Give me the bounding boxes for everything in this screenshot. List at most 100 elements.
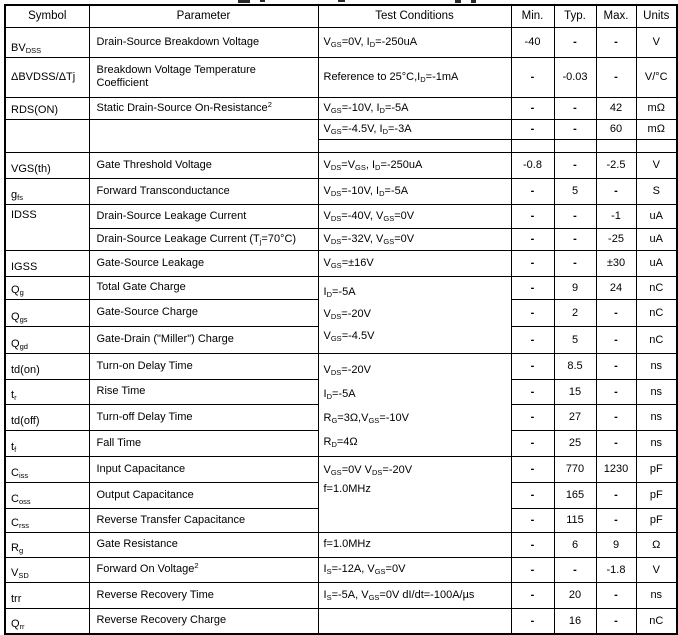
table-row: gfs Forward Transconductance VDS=-10V, I…: [4, 177, 678, 205]
column-header-parameter: Parameter: [88, 4, 319, 28]
cell-units: pF: [635, 481, 678, 509]
cell-conditions: VDS=VGS, ID=-250uA: [317, 151, 512, 179]
cell-min: -: [510, 118, 555, 140]
cell-min: -: [510, 227, 555, 251]
cell-conditions: ID=-5A VDS=-20V VGS=-4.5V: [317, 275, 512, 354]
table-row: tf Fall Time - 25 - ns: [4, 429, 678, 457]
cell-units: V: [635, 26, 678, 58]
cell-max: -1.8: [595, 556, 637, 583]
table-row: Coss Output Capacitance - 165 - pF: [4, 481, 678, 509]
cell-symbol: tr: [4, 378, 90, 405]
cell-min: -: [510, 531, 555, 558]
cell-parameter: Reverse Transfer Capacitance: [88, 507, 319, 533]
cell-typ: 27: [553, 403, 597, 431]
column-header-symbol: Symbol: [4, 4, 90, 28]
table-row: Crss Reverse Transfer Capacitance - 115 …: [4, 507, 678, 533]
cell-max: 60: [595, 118, 637, 140]
cell-symbol: BVDSS: [4, 26, 90, 58]
cell-max: -: [595, 481, 637, 509]
header-row: Symbol Parameter Test Conditions Min. Ty…: [4, 4, 678, 28]
cell-conditions-empty: [317, 138, 512, 153]
column-header-test-conditions: Test Conditions: [317, 4, 512, 28]
cell-typ: 5: [553, 325, 597, 354]
cell-typ: 5: [553, 177, 597, 205]
cell-units: pF: [635, 455, 678, 483]
cell-parameter: Turn-off Delay Time: [88, 403, 319, 431]
cell-parameter: Rise Time: [88, 378, 319, 405]
cell-units: uA: [635, 249, 678, 277]
cell-symbol: Coss: [4, 481, 90, 509]
electrical-characteristics-table: Symbol Parameter Test Conditions Min. Ty…: [4, 4, 678, 635]
cell-min: -: [510, 325, 555, 354]
cell-parameter: Drain-Source Leakage Current (Tj=70°C): [88, 227, 319, 251]
cell-symbol: td(on): [4, 352, 90, 380]
cell-parameter: Fall Time: [88, 429, 319, 457]
title-fragment: [260, 0, 265, 2]
table-row: tr Rise Time - 15 - ns: [4, 378, 678, 405]
cell-symbol: RDS(ON): [4, 96, 90, 120]
cell-min: -: [510, 378, 555, 405]
cell-units: ns: [635, 581, 678, 609]
table-row: VGS(th) Gate Threshold Voltage VDS=VGS, …: [4, 151, 678, 179]
cell-symbol: td(off): [4, 403, 90, 431]
cell-symbol: Qg: [4, 275, 90, 300]
cell-min: -0.8: [510, 151, 555, 179]
cell-parameter: Gate-Drain ("Miller") Charge: [88, 325, 319, 354]
cell-typ: 16: [553, 607, 597, 635]
cell-units: V: [635, 556, 678, 583]
cell-parameter: Reverse Recovery Time: [88, 581, 319, 609]
cell-typ: 6: [553, 531, 597, 558]
cell-max: -: [595, 352, 637, 380]
cell-max: 42: [595, 96, 637, 120]
cell-min: -40: [510, 26, 555, 58]
cell-units: ns: [635, 403, 678, 431]
cell-min: -: [510, 177, 555, 205]
cell-conditions: [317, 607, 512, 635]
cell-conditions: IS=-5A, VGS=0V dI/dt=-100A/µs: [317, 581, 512, 609]
cell-parameter: Drain-Source Leakage Current: [88, 203, 319, 229]
cell-min: -: [510, 249, 555, 277]
cell-units: mΩ: [635, 118, 678, 140]
cell-conditions: VGS=-10V, ID=-5A: [317, 96, 512, 120]
cell-max: -: [595, 56, 637, 98]
cell-units: ns: [635, 429, 678, 457]
cell-conditions: VGS=-4.5V, ID=-3A: [317, 118, 512, 140]
cell-units: nC: [635, 325, 678, 354]
cell-typ: 115: [553, 507, 597, 533]
cell-parameter: Total Gate Charge: [88, 275, 319, 300]
cell-max-empty: [595, 138, 637, 153]
table-row: RDS(ON) Static Drain-Source On-Resistanc…: [4, 96, 678, 120]
cell-parameter: Gate Threshold Voltage: [88, 151, 319, 179]
cell-parameter: Static Drain-Source On-Resistance2: [88, 96, 319, 120]
cell-conditions: VGS=0V VDS=-20V f=1.0MHz: [317, 455, 512, 533]
cell-max: -: [595, 177, 637, 205]
cell-min: -: [510, 56, 555, 98]
cell-units: ns: [635, 378, 678, 405]
cell-units-empty: [635, 138, 678, 153]
cell-symbol: VSD: [4, 556, 90, 583]
cell-typ: -: [553, 556, 597, 583]
cell-min: -: [510, 481, 555, 509]
cell-typ: 9: [553, 275, 597, 300]
cell-typ: -: [553, 151, 597, 179]
table-row: Rg Gate Resistance f=1.0MHz - 6 9 Ω: [4, 531, 678, 558]
cell-symbol: trr: [4, 581, 90, 609]
cell-parameter: Turn-on Delay Time: [88, 352, 319, 380]
cell-symbol: Ciss: [4, 455, 90, 483]
cell-symbol-empty: [4, 118, 90, 153]
table-row: IDSS Drain-Source Leakage Current VDS=-4…: [4, 203, 678, 251]
cell-min: -: [510, 96, 555, 120]
cell-min: -: [510, 607, 555, 635]
cell-parameter: Output Capacitance: [88, 481, 319, 509]
cell-max: ±30: [595, 249, 637, 277]
cell-units: ns: [635, 352, 678, 380]
cell-units: V/°C: [635, 56, 678, 98]
cell-symbol: Qgs: [4, 298, 90, 327]
cell-max: 1230: [595, 455, 637, 483]
cell-max: -: [595, 429, 637, 457]
column-header-typ: Typ.: [553, 4, 597, 28]
table-row: Ciss Input Capacitance VGS=0V VDS=-20V f=…: [4, 455, 678, 533]
cell-typ: 2: [553, 298, 597, 327]
cell-conditions: VDS=-40V, VGS=0V: [317, 203, 512, 229]
